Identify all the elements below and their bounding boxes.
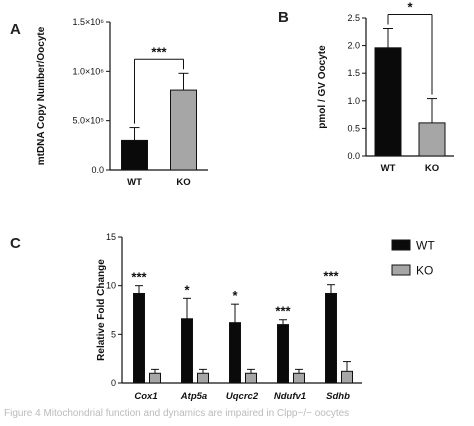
chart-c-bar-ko-uqcrc2 [245, 372, 257, 384]
chart-a-x-tick-label: KO [176, 177, 190, 188]
chart-c-legend-label-wt: WT [416, 239, 435, 253]
chart-b-y-tick-label: 0.0 [347, 151, 360, 161]
chart-a-y-tick-label: 5.0×10⁵ [72, 116, 104, 126]
panel-b-letter: B [278, 9, 289, 26]
chart-c: 0 5 10 15 *** Cox1 * Atp5a * Uqcrc2 *** Ndufv1 *** Sd… [96, 232, 435, 402]
chart-a-bar-wt [121, 139, 148, 171]
chart-b-bar-wt [374, 47, 402, 157]
chart-c-y-axis-label: Relative Fold Change [96, 259, 107, 361]
chart-b-y-tick-label: 2.0 [347, 41, 360, 51]
figure-caption: Figure 4 Mitochondrial function and dyna… [4, 408, 349, 419]
chart-b-y-axis-label: pmol / GV Oocyte [317, 45, 328, 129]
chart-c-x-tick-label: Uqcrc2 [226, 391, 259, 402]
chart-c-legend-label-ko: KO [416, 264, 433, 278]
chart-c-bar-wt-sdhb [325, 292, 337, 384]
chart-c-bar-ko-ndufv1 [293, 372, 305, 384]
chart-a-x-tick-label: WT [127, 177, 142, 188]
chart-c-legend-swatch-ko [391, 264, 411, 276]
chart-c-y-tick-label: 10 [106, 281, 116, 291]
chart-b-y-tick-label: 1.0 [347, 96, 360, 106]
chart-b-y-tick-label: 2.5 [347, 13, 360, 23]
chart-a-bar-ko [170, 89, 197, 171]
chart-c-significance-label: *** [131, 270, 147, 285]
chart-c-significance-label: *** [275, 304, 291, 319]
chart-c-bar-wt-uqcrc2 [229, 322, 241, 384]
chart-c-x-tick-label: Cox1 [134, 391, 157, 402]
chart-a-y-tick-label: 1.0×10⁶ [73, 66, 105, 76]
chart-b-significance-label: * [407, 0, 413, 14]
chart-c-bar-wt-atp5a [181, 318, 193, 384]
chart-b-x-tick-label: WT [381, 163, 396, 174]
chart-c-significance-label: *** [323, 269, 339, 284]
chart-a: 0.0 5.0×10⁵ 1.0×10⁶ 1.5×10⁶ WT KO *** mtDNA Cop… [36, 17, 208, 188]
chart-a-y-axis-label: mtDNA Copy Number/Oocyte [36, 26, 47, 165]
chart-a-significance-bracket [134, 58, 184, 124]
panel-a-letter: A [10, 21, 21, 38]
chart-c-bar-ko-atp5a [197, 372, 209, 384]
chart-c-significance-label: * [232, 288, 238, 303]
chart-c-bar-wt-cox1 [133, 292, 145, 384]
chart-b: 0.0 0.5 1.0 1.5 2.0 2.5 WT KO * pmol / GV Oocyte [317, 0, 454, 174]
chart-c-bar-wt-ndufv1 [277, 324, 289, 384]
chart-a-significance-label: *** [151, 44, 167, 59]
chart-c-y-tick-label: 15 [106, 232, 116, 242]
chart-a-y-tick-label: 0.0 [91, 165, 104, 175]
chart-c-x-tick-label: Ndufv1 [274, 391, 306, 402]
chart-c-bar-ko-sdhb [341, 370, 353, 384]
chart-c-y-tick-label: 5 [111, 329, 116, 339]
chart-c-x-tick-label: Atp5a [180, 391, 207, 402]
panel-c-letter: C [10, 235, 21, 252]
chart-c-legend: WT KO [391, 239, 435, 278]
chart-c-bar-ko-cox1 [149, 372, 161, 384]
chart-c-x-tick-label: Sdhb [326, 391, 350, 402]
chart-b-significance-bracket [387, 13, 433, 95]
chart-c-y-tick-label: 0 [111, 378, 116, 388]
chart-a-y-tick-label: 1.5×10⁶ [73, 17, 105, 27]
chart-b-x-tick-label: KO [425, 163, 439, 174]
chart-c-significance-label: * [184, 282, 190, 297]
chart-b-bar-ko [418, 122, 446, 157]
chart-b-y-tick-label: 1.5 [347, 68, 360, 78]
chart-b-y-tick-label: 0.5 [347, 123, 360, 133]
chart-c-legend-swatch-wt [391, 239, 411, 251]
